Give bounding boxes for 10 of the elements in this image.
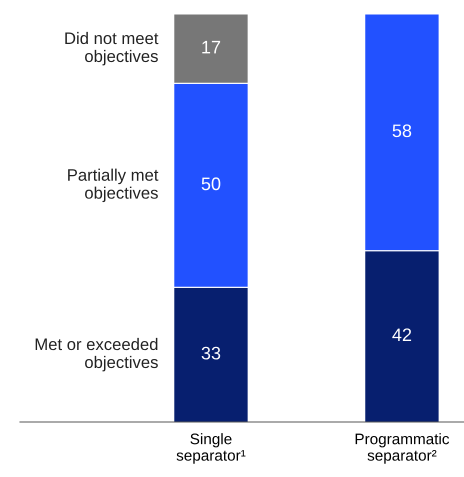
series-label: Met or exceeded objectives <box>36 338 158 372</box>
data-label: 33 <box>202 346 220 360</box>
series-label: Did not meet objectives <box>65 32 158 66</box>
x-tick-label: Single separator¹ <box>176 433 246 464</box>
series-label: Partially met objectives <box>68 168 158 202</box>
data-label: 50 <box>202 177 220 190</box>
data-label: 58 <box>392 124 412 138</box>
x-tick-label: Programmatic separator² <box>356 433 450 464</box>
data-label: 17 <box>202 40 220 54</box>
data-label: 42 <box>392 328 412 341</box>
